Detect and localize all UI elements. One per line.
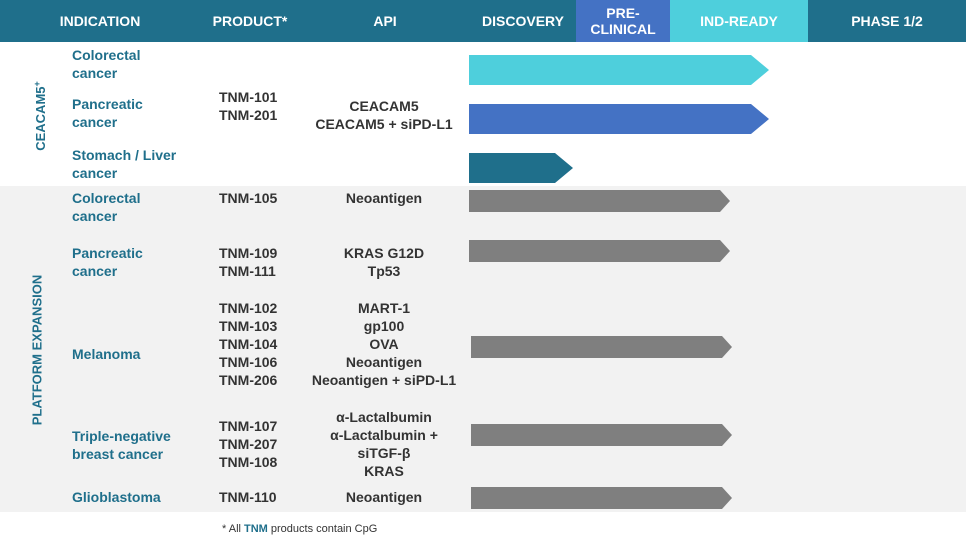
footnote-prefix: * All bbox=[222, 523, 245, 535]
api-melanoma: MART-1 gp100 OVA Neoantigen Neoantigen +… bbox=[311, 300, 457, 388]
progress-arrow-glioblastoma bbox=[471, 487, 732, 509]
api-tnbc: α-Lactalbumin α-Lactalbumin + siTGF-β KR… bbox=[330, 409, 438, 479]
group-label-platform: PLATFORM EXPANSION bbox=[29, 274, 45, 426]
footnote-suffix: products contain CpG bbox=[267, 523, 378, 535]
product-tnm-105: TNM-105 bbox=[219, 190, 278, 206]
progress-arrow-pancreatic-platform bbox=[469, 240, 730, 262]
group-label-ceacam: CEACAM5+ bbox=[31, 81, 49, 151]
progress-arrow-colorectal-platform bbox=[469, 190, 730, 212]
product-tnm-110: TNM-110 bbox=[219, 489, 277, 505]
footnote: * All TNM products contain CpG bbox=[222, 523, 377, 535]
header-phase: PHASE 1/2 bbox=[808, 0, 966, 42]
header-indication: INDICATION bbox=[0, 0, 200, 42]
indication-pancreatic-platform: Pancreatic cancer bbox=[72, 245, 143, 279]
header-preclinical: PRE- CLINICAL bbox=[576, 0, 670, 42]
indication-tnbc: Triple-negative breast cancer bbox=[72, 428, 171, 462]
indication-colorectal-platform: Colorectal cancer bbox=[72, 190, 141, 224]
api-ceacam5: CEACAM5 CEACAM5 + siPD-L1 bbox=[315, 98, 453, 132]
product-tnm-tnbc: TNM-107 TNM-207 TNM-108 bbox=[219, 418, 278, 470]
api-neoantigen-colorectal: Neoantigen bbox=[345, 190, 423, 206]
progress-arrow-melanoma bbox=[471, 336, 732, 358]
indication-melanoma: Melanoma bbox=[72, 346, 141, 362]
api-kras-tp53: KRAS G12D Tp53 bbox=[343, 245, 425, 279]
product-tnm-101-201: TNM-101 TNM-201 bbox=[219, 89, 278, 123]
header-product: PRODUCT* bbox=[200, 0, 300, 42]
api-neoantigen-glioblastoma: Neoantigen bbox=[345, 489, 423, 505]
product-tnm-melanoma: TNM-102 TNM-103 TNM-104 TNM-106 TNM-206 bbox=[219, 300, 278, 388]
indication-pancreatic-ceacam: Pancreatic cancer bbox=[72, 96, 143, 130]
indication-glioblastoma: Glioblastoma bbox=[72, 489, 161, 505]
header-ind-ready: IND-READY bbox=[670, 0, 808, 42]
progress-arrow-tnbc bbox=[471, 424, 732, 446]
progress-arrow-pancreatic-ceacam bbox=[469, 104, 769, 134]
header-api: API bbox=[300, 0, 470, 42]
footnote-tnm: TNM bbox=[244, 523, 268, 535]
product-tnm-109-111: TNM-109 TNM-111 bbox=[219, 245, 278, 279]
progress-arrow-stomach-liver bbox=[469, 153, 573, 183]
indication-stomach-liver: Stomach / Liver cancer bbox=[72, 147, 177, 181]
progress-arrow-colorectal-ceacam bbox=[469, 55, 769, 85]
indication-colorectal-ceacam: Colorectal cancer bbox=[72, 47, 141, 81]
header-discovery: DISCOVERY bbox=[470, 0, 576, 42]
group-label-ceacam-superscript: + bbox=[31, 81, 42, 87]
